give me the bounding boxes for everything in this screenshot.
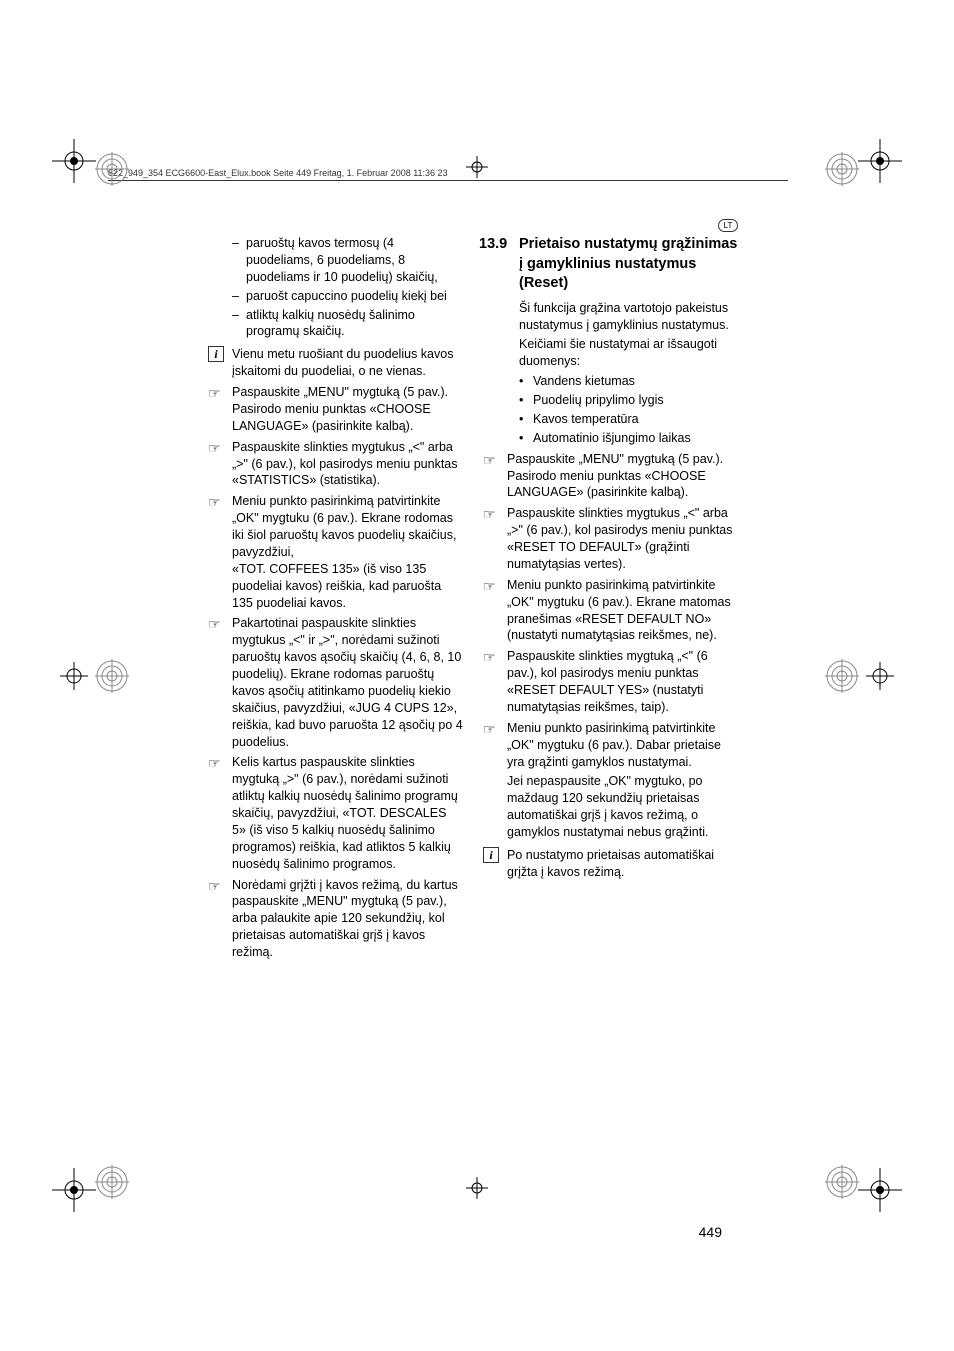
page-content: –paruoštų kavos termosų (4 puodeliams, 6… <box>204 235 738 1235</box>
hand-icon: ☞ <box>483 451 496 470</box>
hand-icon: ☞ <box>208 877 221 896</box>
info-icon: i <box>483 847 499 863</box>
hand-icon: ☞ <box>483 577 496 596</box>
step-text: «STATISTICS» (statistika). <box>232 473 380 487</box>
list-item: Automatinio išjungimo laikas <box>533 430 691 447</box>
step-text: Meniu punkto pasirinkimą patvirtinkite „… <box>232 494 456 559</box>
registration-mark-icon <box>825 659 859 693</box>
step-text: Meniu punkto pasirinkimą patvirtinkite „… <box>507 577 738 645</box>
step-text: Paspauskite slinkties mygtuką „<" (6 pav… <box>507 648 738 716</box>
hand-icon: ☞ <box>208 615 221 634</box>
step-text: Pasirodo meniu punktas «CHOOSE LANGUAGE»… <box>232 402 431 433</box>
step-text: «RESET TO DEFAULT» (grąžinti numatytąsia… <box>507 540 689 571</box>
hand-icon: ☞ <box>208 384 221 403</box>
registration-mark-icon <box>95 1165 129 1199</box>
step-text: Paspauskite slinkties mygtukus „<" arba … <box>507 506 733 537</box>
step-text: Norėdami grįžti į kavos režimą, du kartu… <box>232 877 463 961</box>
registration-mark-icon <box>95 152 129 186</box>
page-header: 822_949_354 ECG6600-East_Elux.book Seite… <box>108 168 788 181</box>
list-item: paruoštų kavos termosų (4 puodeliams, 6 … <box>246 235 463 286</box>
crop-mark-icon <box>858 139 902 183</box>
country-badge: LT <box>718 219 738 232</box>
registration-mark-icon <box>825 1165 859 1199</box>
page-number: 449 <box>699 1224 722 1240</box>
section-number: 13.9 <box>479 235 519 294</box>
info-text: Vienu metu ruošiant du puodelius kavos į… <box>232 346 463 380</box>
info-text: Po nustatymo prietaisas automatiškai grį… <box>507 847 738 881</box>
crop-mark-icon <box>866 662 894 690</box>
hand-icon: ☞ <box>208 493 221 512</box>
step-text: Pakartotinai paspauskite slinkties mygtu… <box>232 615 463 750</box>
crop-mark-icon <box>52 1168 96 1212</box>
step-text: Pasirodo meniu punktas «CHOOSE LANGUAGE»… <box>507 469 706 500</box>
right-column: 13.9 Prietaiso nustatymų grąžinimas į ga… <box>479 235 738 965</box>
step-text: Paspauskite „MENU" mygtuką (5 pav.). <box>507 452 723 466</box>
step-text: Jei nepaspausite „OK" mygtuko, po maždau… <box>507 773 738 841</box>
intro-text: Ši funkcija grąžina vartotojo pakeistus … <box>519 300 738 334</box>
list-item: atliktų kalkių nuosėdų šalinimo programų… <box>246 307 463 341</box>
registration-mark-icon <box>825 152 859 186</box>
step-text: «TOT. COFFEES 135» (iš viso 135 puodelia… <box>232 562 441 610</box>
list-item: Kavos temperatūra <box>533 411 639 428</box>
list-item: Vandens kietumas <box>533 373 635 390</box>
hand-icon: ☞ <box>483 720 496 739</box>
crop-mark-icon <box>466 156 488 178</box>
crop-mark-icon <box>60 662 88 690</box>
step-text: Meniu punkto pasirinkimą patvirtinkite „… <box>507 721 721 769</box>
hand-icon: ☞ <box>208 439 221 458</box>
left-column: –paruoštų kavos termosų (4 puodeliams, 6… <box>204 235 463 965</box>
registration-mark-icon <box>95 659 129 693</box>
hand-icon: ☞ <box>483 505 496 524</box>
step-text: Kelis kartus paspauskite slinkties mygtu… <box>232 754 463 872</box>
hand-icon: ☞ <box>483 648 496 667</box>
step-text: Paspauskite „MENU" mygtuką (5 pav.). <box>232 385 448 399</box>
list-item: paruošt capuccino puodelių kiekį bei <box>246 288 447 305</box>
intro-text: Keičiami šie nustatymai ar išsaugoti duo… <box>519 336 738 370</box>
step-text: Paspauskite slinkties mygtukus „<" arba … <box>232 440 458 471</box>
crop-mark-icon <box>52 139 96 183</box>
list-item: Puodelių pripylimo lygis <box>533 392 664 409</box>
info-icon: i <box>208 346 224 362</box>
section-title: Prietaiso nustatymų grąžinimas į gamykli… <box>519 235 738 294</box>
hand-icon: ☞ <box>208 754 221 773</box>
crop-mark-icon <box>858 1168 902 1212</box>
